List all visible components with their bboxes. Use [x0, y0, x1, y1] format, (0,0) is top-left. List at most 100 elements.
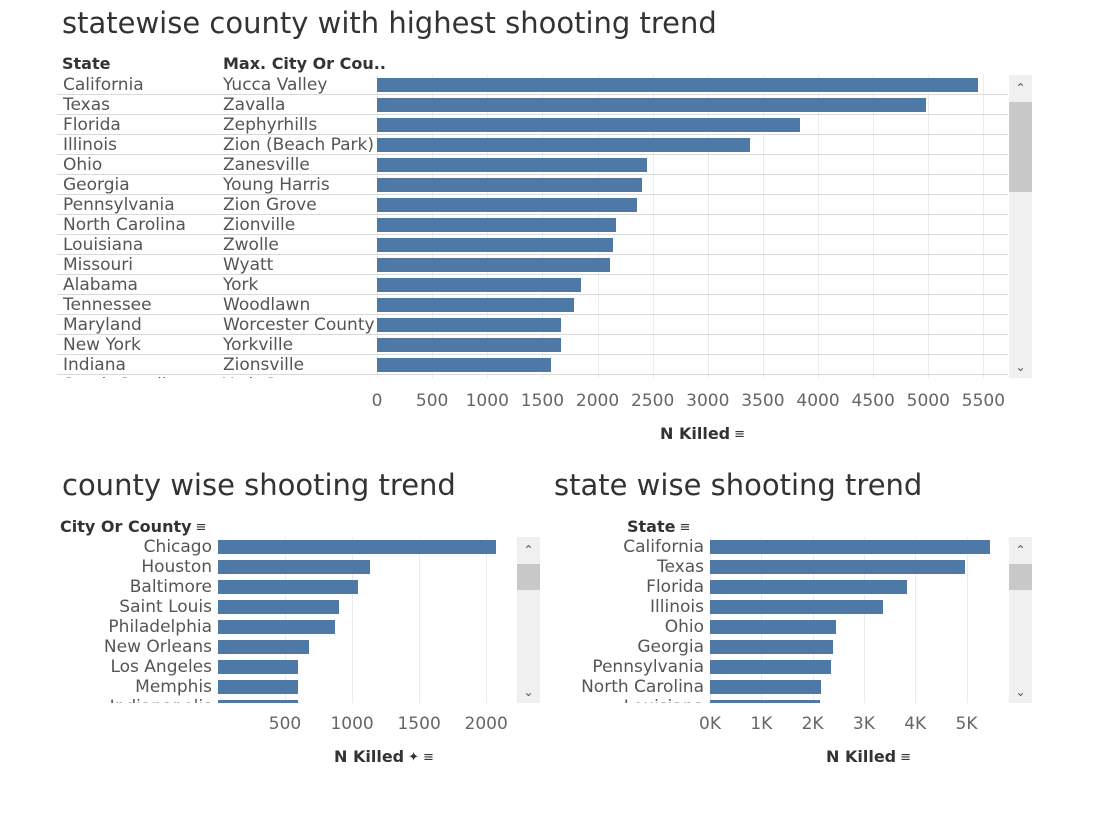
row-separator — [57, 234, 1008, 235]
bar[interactable] — [710, 600, 884, 614]
gridline — [873, 75, 875, 378]
x-tick-label: 2K — [801, 714, 824, 734]
bar[interactable] — [710, 560, 966, 574]
bar[interactable] — [218, 600, 339, 614]
bar[interactable] — [710, 680, 822, 694]
bar[interactable] — [218, 680, 298, 694]
bar[interactable] — [377, 138, 750, 152]
bar[interactable] — [218, 640, 310, 654]
column-header-state[interactable]: State — [62, 54, 111, 73]
chevron-up-icon[interactable]: ⌃ — [1015, 81, 1026, 95]
category-label: Louisiana — [63, 235, 144, 255]
x-tick-label: 5000 — [906, 391, 950, 411]
bar[interactable] — [377, 178, 642, 192]
city-label: York County — [223, 375, 324, 378]
city-label: Woodlawn — [223, 295, 311, 315]
x-tick-label: 500 — [268, 714, 302, 734]
bar[interactable] — [377, 298, 575, 312]
bar[interactable] — [218, 580, 359, 594]
scrollbar-thumb[interactable] — [517, 564, 540, 590]
sort-descending-icon[interactable]: ≡ — [423, 750, 434, 765]
x-tick-label: 0 — [371, 391, 383, 411]
bar[interactable] — [377, 278, 581, 292]
bar[interactable] — [377, 158, 648, 172]
bar[interactable] — [710, 540, 990, 554]
city-label: Zwolle — [223, 235, 279, 255]
gridline — [915, 537, 917, 703]
row-separator — [57, 154, 1008, 155]
sort-descending-icon[interactable]: ≡ — [195, 520, 207, 535]
x-tick-label: 5K — [955, 714, 978, 734]
bar[interactable] — [710, 700, 820, 703]
category-label: California — [63, 75, 144, 95]
city-label: Zion (Beach Park) — [223, 135, 375, 155]
state-x-axis-label: N Killed ≡ — [826, 747, 912, 766]
category-label: Georgia — [637, 637, 704, 657]
scrollbar-thumb[interactable] — [1009, 102, 1032, 192]
sort-descending-icon[interactable]: ≡ — [900, 750, 912, 765]
category-label: Indianapolis — [57, 697, 212, 703]
bar[interactable] — [377, 78, 978, 92]
bar[interactable] — [710, 640, 834, 654]
category-label: Texas — [657, 557, 704, 577]
sort-descending-icon[interactable]: ≡ — [734, 427, 746, 442]
category-label: Illinois — [63, 135, 117, 155]
chevron-down-icon[interactable]: ⌄ — [1015, 685, 1026, 699]
column-header-city-or-county[interactable]: City Or County ≡ — [60, 517, 207, 536]
x-tick-label: 1500 — [397, 714, 441, 734]
city-label: Zionville — [223, 215, 296, 235]
bar[interactable] — [377, 98, 927, 112]
bar[interactable] — [377, 358, 552, 372]
bar[interactable] — [377, 218, 617, 232]
gridline — [928, 75, 930, 378]
x-tick-label: 3K — [852, 714, 875, 734]
chevron-down-icon[interactable]: ⌄ — [1015, 360, 1026, 374]
chevron-up-icon[interactable]: ⌃ — [1015, 543, 1026, 557]
category-label: Louisiana — [549, 697, 704, 703]
row-separator — [57, 254, 1008, 255]
x-tick-label: 1500 — [520, 391, 565, 411]
x-tick-label: 500 — [415, 391, 449, 411]
chevron-up-icon[interactable]: ⌃ — [523, 543, 534, 557]
column-header-state-right[interactable]: State ≡ — [627, 517, 691, 536]
x-tick-label: 4K — [904, 714, 927, 734]
top-chart-scrollbar[interactable]: ⌃ ⌄ — [1009, 75, 1032, 378]
category-label: Missouri — [63, 255, 133, 275]
chevron-down-icon[interactable]: ⌄ — [523, 685, 534, 699]
column-header-max-city[interactable]: Max. City Or Cou.. — [223, 54, 386, 73]
category-label: Florida — [646, 577, 704, 597]
bar[interactable] — [218, 540, 497, 554]
bar[interactable] — [218, 700, 298, 703]
city-label: Zanesville — [223, 155, 310, 175]
sort-descending-icon[interactable]: ≡ — [679, 520, 691, 535]
gridline — [352, 537, 354, 703]
bar[interactable] — [218, 660, 299, 674]
city-label: Yucca Valley — [223, 75, 328, 95]
bar[interactable] — [377, 258, 610, 272]
bar[interactable] — [377, 338, 562, 352]
x-tick-label: 1000 — [465, 391, 509, 411]
category-label: Chicago — [143, 537, 212, 557]
category-label: North Carolina — [581, 677, 704, 697]
x-tick-label: 2000 — [464, 714, 508, 734]
bar[interactable] — [710, 580, 907, 594]
bar[interactable] — [377, 118, 801, 132]
gridline — [486, 537, 488, 703]
x-tick-label: 0K — [699, 714, 721, 734]
bar[interactable] — [377, 238, 613, 252]
state-chart-scrollbar[interactable]: ⌃ ⌄ — [1009, 537, 1032, 703]
bar[interactable] — [710, 620, 836, 634]
pin-icon[interactable]: ✦ — [408, 750, 420, 765]
scrollbar-thumb[interactable] — [1009, 564, 1032, 590]
category-label: Philadelphia — [108, 617, 212, 637]
row-separator — [57, 134, 1008, 135]
bar[interactable] — [218, 620, 336, 634]
bar[interactable] — [377, 198, 638, 212]
bar[interactable] — [710, 660, 832, 674]
bar[interactable] — [218, 560, 370, 574]
x-tick-label: 1K — [750, 714, 773, 734]
gridline — [818, 75, 820, 378]
bar[interactable] — [377, 318, 562, 332]
chart-title-county: county wise shooting trend — [62, 468, 456, 502]
county-chart-scrollbar[interactable]: ⌃ ⌄ — [517, 537, 540, 703]
